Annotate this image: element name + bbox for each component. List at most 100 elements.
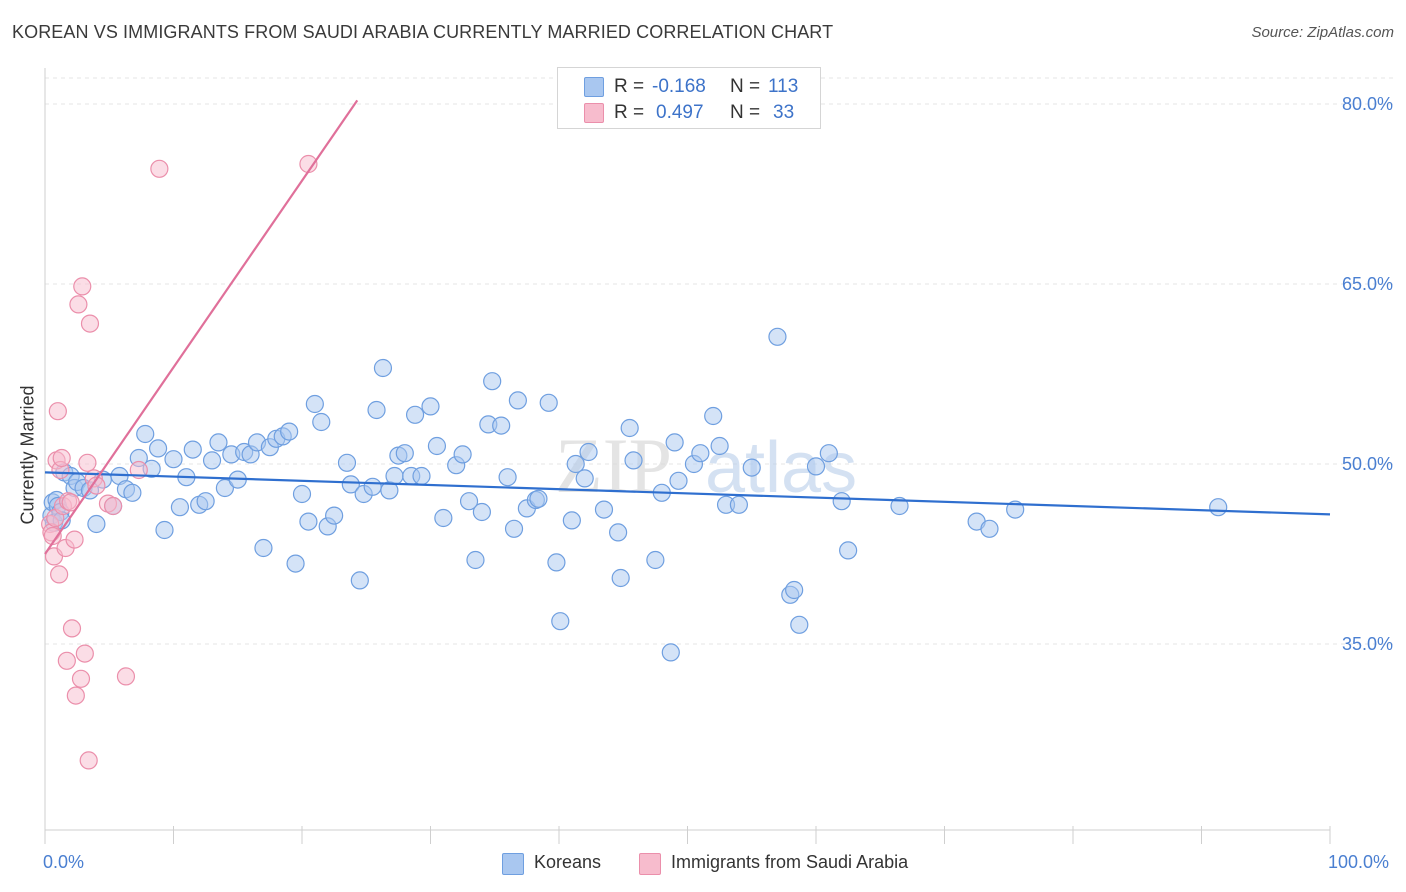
data-point <box>80 314 100 333</box>
r-label: R = <box>614 76 645 97</box>
data-point <box>611 568 630 588</box>
n-label: N = <box>730 76 761 97</box>
data-point <box>594 500 614 519</box>
data-point <box>453 445 472 464</box>
stats-legend: R = -0.168 N = 113 R = 0.497 N = 33 <box>557 67 821 129</box>
chart-title: KOREAN VS IMMIGRANTS FROM SAUDI ARABIA C… <box>12 22 834 42</box>
data-point <box>806 457 826 476</box>
data-point <box>529 489 548 508</box>
data-point <box>65 530 84 549</box>
data-point <box>492 416 511 435</box>
trend-lines <box>44 99 1331 555</box>
data-point <box>729 495 749 514</box>
data-point <box>150 159 169 178</box>
data-point <box>819 444 838 463</box>
data-point <box>427 436 447 456</box>
data-point <box>768 327 787 346</box>
data-point <box>385 466 404 486</box>
data-point <box>87 514 106 534</box>
data-point <box>646 550 665 570</box>
data-point <box>539 393 558 412</box>
saudi-swatch <box>584 103 604 123</box>
source-credit: Source: ZipAtlas.com <box>1251 24 1394 41</box>
data-point <box>373 358 393 378</box>
data-point <box>123 483 142 502</box>
legend-koreans-swatch <box>502 853 524 875</box>
data-point <box>504 519 524 538</box>
data-point <box>196 492 215 511</box>
data-point <box>69 295 88 314</box>
data-point <box>73 277 92 296</box>
data-point <box>209 433 228 452</box>
data-point <box>71 669 91 688</box>
data-point <box>575 469 594 488</box>
data-point <box>890 496 909 516</box>
data-point <box>624 451 643 470</box>
data-point <box>1209 498 1228 517</box>
data-point <box>609 523 628 542</box>
data-point <box>472 502 491 522</box>
trend-line-saudi <box>44 99 359 555</box>
r-label: R = <box>614 102 645 123</box>
data-point <box>50 565 69 584</box>
data-point <box>742 458 761 477</box>
saudi-n-value: 33 <box>773 102 795 123</box>
data-point <box>547 553 566 572</box>
data-point <box>155 520 174 540</box>
legend-koreans-label: Koreans <box>534 852 602 872</box>
series-saudi-arabia <box>41 154 318 770</box>
data-point <box>466 550 485 570</box>
data-point <box>202 451 222 470</box>
grid-lines <box>45 77 1394 645</box>
data-point <box>48 402 67 421</box>
legend-saudi-label: Immigrants from Saudi Arabia <box>671 852 909 872</box>
data-point <box>280 422 299 441</box>
data-point <box>1006 500 1025 519</box>
data-point <box>363 477 382 496</box>
data-point <box>183 440 202 459</box>
data-point <box>551 612 570 631</box>
data-point <box>341 475 360 494</box>
data-point <box>254 538 273 558</box>
data-point <box>215 478 234 498</box>
data-point <box>299 512 318 531</box>
data-point <box>421 397 440 416</box>
data-point <box>62 619 82 638</box>
data-point <box>498 468 517 487</box>
x-tick-label-min: 0.0% <box>43 852 85 872</box>
data-point <box>337 453 357 472</box>
data-point <box>832 492 851 511</box>
data-point <box>661 643 680 662</box>
data-point <box>66 686 85 705</box>
data-point <box>116 667 136 686</box>
data-point <box>164 450 183 469</box>
data-point <box>148 439 168 458</box>
data-point <box>170 498 190 517</box>
data-point <box>52 448 71 468</box>
data-point <box>75 644 94 663</box>
data-point <box>704 406 723 426</box>
data-point <box>566 454 585 474</box>
data-point <box>412 466 431 486</box>
data-point <box>395 444 414 463</box>
koreans-n-value: 113 <box>768 76 799 97</box>
y-tick-labels: 35.0% 50.0% 65.0% 80.0% <box>1342 94 1393 654</box>
series-koreans <box>42 327 1228 662</box>
y-tick-label: 35.0% <box>1342 634 1393 654</box>
data-point <box>136 424 155 444</box>
data-point <box>785 580 804 600</box>
data-point <box>620 418 639 438</box>
data-point <box>434 508 453 528</box>
x-tick-label-max: 100.0% <box>1328 852 1390 872</box>
koreans-r-value: -0.168 <box>652 76 706 97</box>
data-point <box>286 554 305 573</box>
data-point <box>325 506 344 525</box>
data-point <box>292 484 312 504</box>
data-point <box>459 492 479 511</box>
y-tick-label: 50.0% <box>1342 454 1393 474</box>
y-axis-label: Currently Married <box>17 385 38 525</box>
data-point <box>79 751 98 770</box>
legend-saudi-swatch <box>639 853 661 875</box>
data-point <box>483 372 502 391</box>
data-point <box>665 433 684 452</box>
